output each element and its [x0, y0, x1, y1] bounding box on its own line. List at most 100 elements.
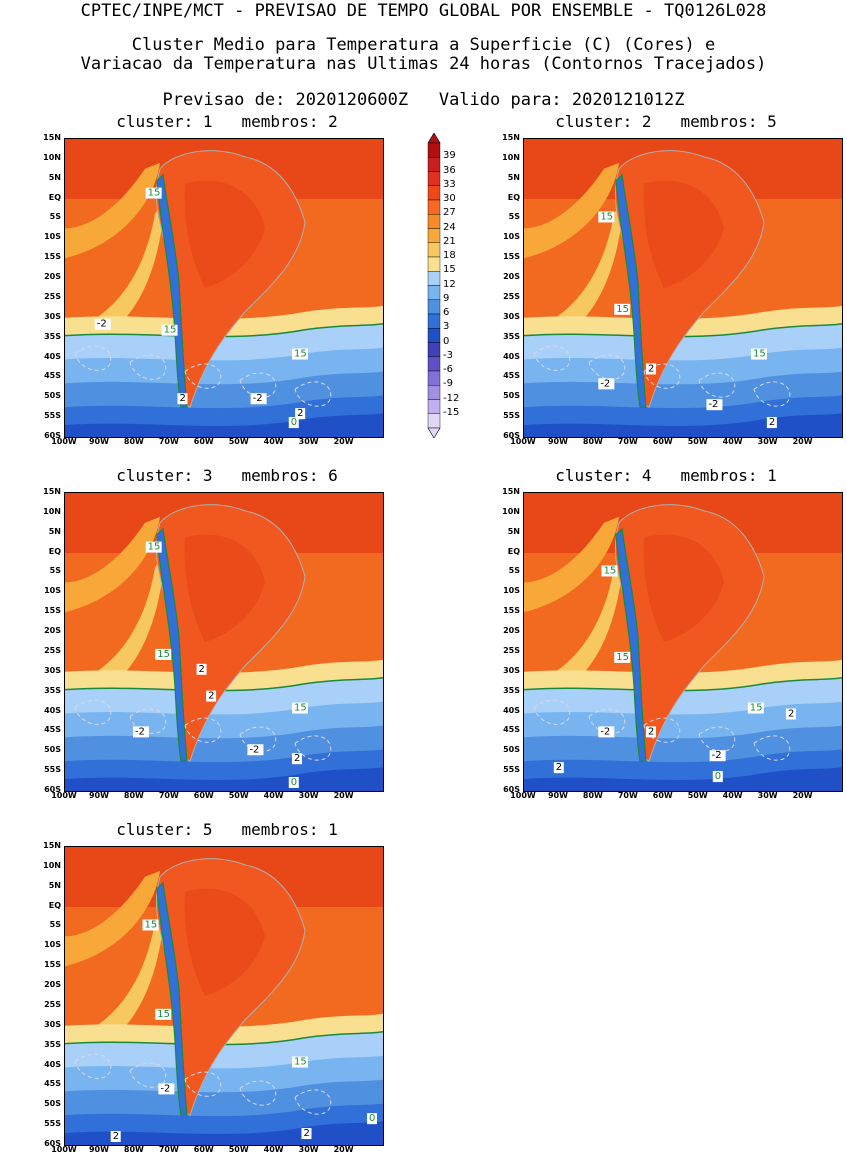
y-tick-label: 15N	[502, 133, 520, 142]
y-tick-label: 35S	[503, 331, 520, 341]
svg-text:15: 15	[294, 1057, 307, 1068]
y-tick-label: 60S	[44, 431, 61, 440]
colorbar-swatch	[427, 399, 441, 414]
colorbar-swatch	[427, 199, 441, 215]
contour-label: -2	[247, 744, 264, 756]
y-tick-label: 40S	[44, 351, 61, 361]
svg-text:0: 0	[715, 771, 721, 782]
contour-label: -2	[250, 393, 267, 405]
x-tick-label: 100W	[510, 791, 536, 800]
x-tick-label: 20W	[792, 791, 813, 800]
contour-label: 2	[110, 1131, 121, 1142]
y-tick-label: 30S	[44, 665, 61, 675]
svg-text:15: 15	[616, 652, 629, 663]
y-tick-label: 20S	[44, 980, 61, 990]
panel-title: cluster: 2 membros: 5	[555, 112, 777, 131]
colorbar-label: 27	[443, 207, 456, 219]
contour-label: 15	[614, 651, 631, 663]
temperature-map: 15 -2 15 15 2 -2 2 0	[64, 138, 384, 438]
x-tick-label: 80W	[582, 791, 603, 800]
y-tick-label: 10N	[43, 860, 61, 870]
y-tick-label: 50S	[44, 745, 61, 755]
y-tick-label: 40S	[44, 1059, 61, 1069]
contour-label: 0	[288, 777, 299, 788]
contour-label: 15	[142, 919, 159, 931]
svg-text:15: 15	[294, 349, 307, 360]
y-tick-label: 40S	[503, 351, 520, 361]
x-tick-label: 30W	[757, 791, 778, 800]
colorbar-swatch	[427, 342, 441, 357]
contour-label: 2	[646, 726, 657, 738]
colorbar-label: 15	[443, 264, 456, 276]
colorbar-swatch	[427, 185, 441, 201]
svg-text:15: 15	[604, 565, 617, 576]
y-tick-label: 10S	[44, 940, 61, 950]
svg-text:2: 2	[304, 1128, 310, 1139]
y-tick-label: 55S	[44, 1119, 61, 1129]
svg-text:0: 0	[291, 777, 297, 788]
y-tick-label: 35S	[44, 1039, 61, 1049]
svg-text:2: 2	[179, 393, 185, 404]
y-tick-label: 60S	[503, 785, 520, 794]
svg-text:15: 15	[750, 703, 763, 714]
contour-label: -2	[598, 378, 615, 390]
x-tick-label: 90W	[547, 791, 568, 800]
contour-label: 2	[295, 408, 306, 420]
y-tick-label: 60S	[44, 1139, 61, 1148]
contour-label: 2	[291, 753, 302, 765]
x-tick-label: 90W	[88, 791, 109, 800]
y-tick-label: 10S	[503, 232, 520, 242]
contour-label: 15	[155, 1008, 172, 1020]
colorbar-swatch	[427, 285, 441, 300]
colorbar-label: 24	[443, 221, 456, 233]
y-tick-label: 15S	[44, 960, 61, 970]
x-tick-label: 60W	[652, 437, 673, 446]
svg-text:0: 0	[291, 417, 297, 428]
y-tick-label: 25S	[44, 645, 61, 655]
svg-text:-2: -2	[708, 399, 718, 410]
colorbar-swatch	[427, 228, 441, 243]
contour-label: 15	[145, 187, 162, 199]
colorbar-swatch	[427, 328, 441, 343]
svg-text:15: 15	[164, 325, 177, 336]
contour-label: 15	[291, 1056, 308, 1068]
y-tick-label: 15N	[43, 841, 61, 850]
y-tick-label: 15N	[43, 133, 61, 142]
y-tick-label: 55S	[503, 765, 520, 775]
x-tick-label: 60W	[193, 437, 214, 446]
y-tick-label: 5N	[48, 172, 61, 182]
y-tick-label: 45S	[44, 725, 61, 735]
y-tick-label: EQ	[507, 546, 520, 556]
contour-label: 15	[614, 303, 631, 315]
x-tick-label: 50W	[228, 791, 249, 800]
contour-label: 15	[145, 541, 162, 553]
x-tick-label: 50W	[687, 791, 708, 800]
y-tick-label: 5N	[507, 172, 520, 182]
x-tick-label: 20W	[333, 791, 354, 800]
colorbar-swatch	[427, 256, 441, 272]
contour-label: 15	[161, 324, 178, 336]
contour-label: -2	[709, 750, 726, 762]
y-tick-label: 30S	[503, 311, 520, 321]
y-tick-label: 5S	[49, 920, 61, 930]
contour-label: 2	[177, 393, 188, 405]
colorbar-label: 18	[443, 250, 456, 261]
colorbar-label: 9	[443, 292, 450, 304]
figure-header-line4: Previsao de: 2020120600Z Valido para: 20…	[162, 90, 685, 110]
svg-text:-2: -2	[135, 726, 145, 737]
x-tick-label: 90W	[88, 1145, 109, 1154]
contour-label: 15	[598, 211, 615, 223]
y-tick-label: 10S	[503, 586, 520, 596]
y-tick-label: 5S	[508, 212, 520, 222]
contour-label: 2	[785, 708, 796, 720]
y-tick-label: 5S	[49, 212, 61, 222]
colorbar-label: -9	[443, 378, 453, 390]
x-tick-label: 30W	[298, 1145, 319, 1154]
figure-header-line1: CPTEC/INPE/MCT - PREVISAO DE TEMPO GLOBA…	[80, 1, 767, 21]
y-tick-label: 20S	[44, 626, 61, 636]
svg-text:-2: -2	[712, 750, 722, 761]
y-tick-label: EQ	[48, 192, 61, 202]
contour-label: 15	[601, 565, 618, 577]
colorbar-label: -6	[443, 364, 453, 375]
colorbar-label: 21	[443, 235, 456, 247]
